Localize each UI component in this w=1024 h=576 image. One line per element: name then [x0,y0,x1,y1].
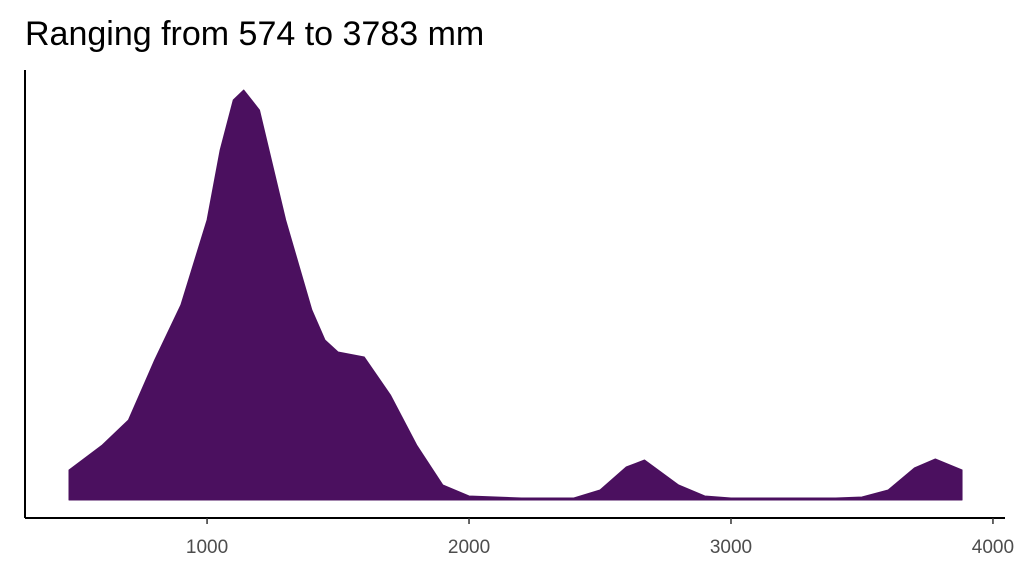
x-tick-label: 3000 [710,537,752,558]
density-area [68,89,963,501]
x-tick-label: 2000 [448,537,490,558]
x-tick-label: 4000 [972,537,1014,558]
chart-title: Ranging from 574 to 3783 mm [25,15,484,53]
x-tick-label: 1000 [186,537,228,558]
